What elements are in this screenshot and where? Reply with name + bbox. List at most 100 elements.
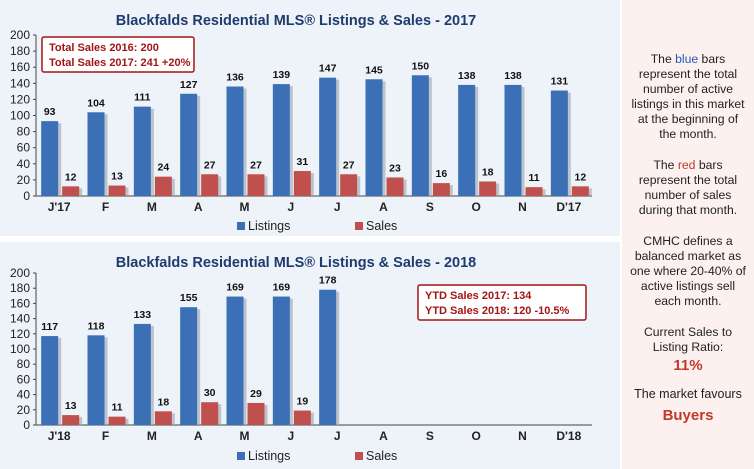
listings-bar [365, 79, 383, 196]
x-tick-label: A [379, 200, 388, 214]
sales-bar [293, 171, 311, 196]
blue-word: blue [675, 52, 699, 66]
chart-title: Blackfalds Residential MLS® Listings & S… [116, 13, 476, 29]
listings-value-label: 104 [87, 97, 105, 109]
x-tick-label: F [102, 429, 109, 443]
listings-value-label: 150 [412, 60, 430, 72]
listings-bar [133, 106, 151, 196]
panel-divider [0, 236, 620, 242]
listings-bar [41, 336, 59, 425]
sales-value-label: 11 [111, 402, 122, 414]
x-tick-label: J'18 [48, 429, 71, 443]
sales-bar [525, 187, 543, 196]
listings-explanation: The blue bars represent the total number… [631, 52, 745, 141]
x-tick-label: S [426, 429, 434, 443]
listings-bar [41, 121, 59, 196]
y-tick-label: 180 [10, 281, 30, 295]
listings-bar [226, 296, 244, 425]
sales-bar [247, 174, 265, 196]
sales-bar [293, 410, 311, 425]
sales-value-label: 18 [482, 167, 494, 179]
listings-value-label: 178 [319, 275, 337, 287]
sales-bar [62, 186, 80, 196]
listings-value-label: 111 [134, 92, 151, 104]
listings-bar [272, 296, 290, 425]
sales-bar [108, 185, 126, 196]
listings-bar [180, 307, 198, 425]
chart-2017: Blackfalds Residential MLS® Listings & S… [10, 13, 592, 233]
chart-panel-2017: Blackfalds Residential MLS® Listings & S… [0, 0, 620, 236]
listings-value-label: 147 [319, 63, 337, 75]
annotation-box [41, 36, 195, 73]
listings-bar [226, 86, 244, 196]
y-tick-label: 100 [10, 109, 30, 123]
sales-value-label: 30 [204, 387, 216, 399]
sales-bar [201, 402, 219, 425]
y-tick-label: 20 [17, 173, 31, 187]
listings-bar [458, 84, 476, 196]
y-tick-label: 100 [10, 342, 30, 356]
listings-value-label: 118 [88, 320, 105, 332]
sales-bar [154, 176, 172, 196]
listings-bar [504, 84, 522, 196]
listings-value-label: 169 [273, 282, 291, 294]
y-tick-label: 140 [10, 312, 30, 326]
sales-value-label: 19 [296, 396, 308, 408]
sales-value-label: 16 [435, 168, 447, 180]
y-tick-label: 40 [17, 388, 31, 402]
sales-bar [201, 174, 219, 196]
listings-value-label: 155 [180, 292, 198, 304]
y-tick-label: 180 [10, 44, 30, 58]
x-tick-label: J'17 [48, 200, 71, 214]
y-tick-label: 80 [17, 357, 31, 371]
sales-explanation: The red bars represent the total number … [638, 158, 738, 217]
x-tick-label: O [471, 429, 480, 443]
sales-value-label: 27 [343, 159, 355, 171]
legend-sales-label: Sales [366, 219, 397, 233]
x-tick-label: J [287, 429, 294, 443]
sales-value-label: 13 [65, 400, 77, 412]
x-tick-label: M [147, 200, 157, 214]
chart-2018: Blackfalds Residential MLS® Listings & S… [10, 255, 592, 463]
listings-value-label: 117 [41, 321, 58, 333]
legend-listings-label: Listings [248, 219, 290, 233]
y-tick-label: 0 [23, 189, 30, 203]
listings-bar [550, 90, 568, 196]
sales-bar [247, 402, 265, 425]
favours-value: Buyers [662, 407, 714, 424]
listings-value-label: 127 [180, 79, 198, 91]
listings-bar [319, 289, 337, 425]
sales-value-label: 27 [250, 159, 262, 171]
sales-value-label: 24 [157, 162, 169, 174]
listings-bar [411, 75, 429, 196]
red-word: red [677, 158, 696, 172]
sales-value-label: 18 [157, 396, 169, 408]
annotation-line: YTD Sales 2018: 120 -10.5% [425, 305, 570, 317]
y-tick-label: 140 [10, 76, 30, 90]
listings-bar [272, 84, 290, 196]
listings-value-label: 131 [551, 76, 569, 88]
y-tick-label: 160 [10, 60, 30, 74]
x-tick-label: M [147, 429, 157, 443]
legend-listings-swatch [237, 222, 245, 230]
x-tick-label: A [379, 429, 388, 443]
listings-value-label: 138 [504, 70, 522, 82]
x-tick-label: J [287, 200, 294, 214]
x-tick-label: N [518, 200, 527, 214]
x-tick-label: J [334, 200, 341, 214]
annotation-line: Total Sales 2017: 241 +20% [49, 57, 191, 69]
x-tick-label: D'17 [556, 200, 581, 214]
sales-value-label: 31 [296, 156, 308, 168]
sales-bar [154, 411, 172, 425]
sales-value-label: 29 [250, 388, 262, 400]
y-tick-label: 160 [10, 296, 30, 310]
x-tick-label: F [102, 200, 109, 214]
y-tick-label: 120 [10, 327, 30, 341]
listings-value-label: 93 [44, 106, 56, 118]
ratio-value: 11% [673, 357, 703, 374]
y-tick-label: 60 [17, 141, 31, 155]
sales-bar [62, 415, 80, 425]
sales-value-label: 27 [204, 159, 216, 171]
x-tick-label: J [334, 429, 341, 443]
sales-bar [571, 186, 589, 196]
